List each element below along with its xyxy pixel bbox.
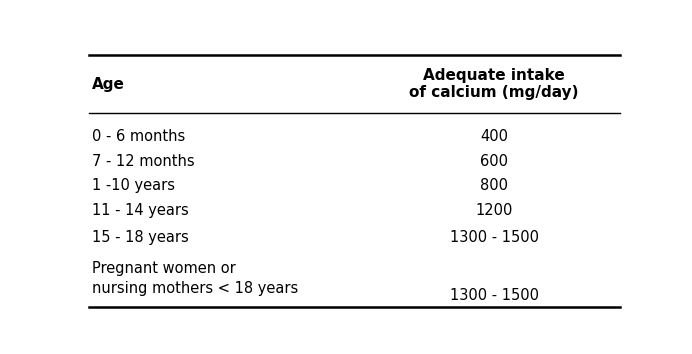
- Text: Pregnant women or
nursing mothers < 18 years: Pregnant women or nursing mothers < 18 y…: [92, 261, 298, 296]
- Text: 1300 - 1500: 1300 - 1500: [450, 289, 538, 303]
- Text: Adequate intake
of calcium (mg/day): Adequate intake of calcium (mg/day): [410, 68, 579, 100]
- Text: 600: 600: [480, 154, 508, 169]
- Text: 400: 400: [480, 129, 508, 144]
- Text: Age: Age: [92, 76, 125, 92]
- Text: 800: 800: [480, 178, 508, 193]
- Text: 1 -10 years: 1 -10 years: [92, 178, 175, 193]
- Text: 1200: 1200: [475, 202, 513, 218]
- Text: 11 - 14 years: 11 - 14 years: [92, 202, 189, 218]
- Text: 0 - 6 months: 0 - 6 months: [92, 129, 185, 144]
- Text: 1300 - 1500: 1300 - 1500: [450, 230, 538, 245]
- Text: 15 - 18 years: 15 - 18 years: [92, 230, 189, 245]
- Text: 7 - 12 months: 7 - 12 months: [92, 154, 194, 169]
